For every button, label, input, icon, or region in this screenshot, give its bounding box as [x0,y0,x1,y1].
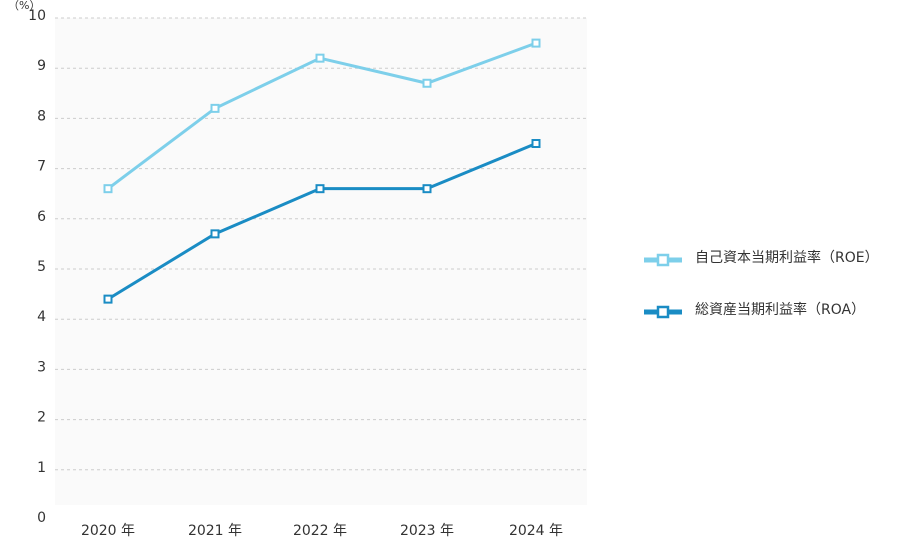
plot-area [55,18,587,505]
unit-label: （%） [8,0,40,12]
point-marker [422,78,432,88]
point-marker [315,184,325,194]
point-marker [422,184,432,194]
x-tick-label: 2022 年 [293,523,347,539]
legend-label: 自己資本当期利益率（ROE） [695,249,879,266]
legend-label: 総資産当期利益率（ROA） [695,301,865,318]
y-tick-label: 1 [37,460,46,476]
y-tick-label: 9 [37,58,46,74]
point-marker [531,139,541,148]
point-marker [103,184,113,194]
y-tick-label: 8 [37,108,46,124]
y-tick-label: 6 [37,209,46,225]
x-tick-label: 2021 年 [188,523,242,539]
point-marker [210,229,220,239]
y-tick-label: 3 [37,359,46,375]
y-tick-label: 0 [37,510,46,526]
x-tick-label: 2024 年 [509,523,563,539]
y-tick-label: 5 [37,259,46,275]
x-tick-label: 2023 年 [400,523,454,539]
point-marker [315,53,325,63]
legend-marker [656,253,670,267]
point-marker [531,38,541,48]
legend-marker [656,305,670,319]
y-tick-label: 4 [37,309,46,325]
y-tick-label: 7 [37,159,46,175]
point-marker [103,294,113,304]
x-tick-label: 2020 年 [81,523,135,539]
point-marker [210,103,220,113]
y-tick-label: 2 [37,410,46,426]
y-tick-label: 10 [28,8,46,24]
